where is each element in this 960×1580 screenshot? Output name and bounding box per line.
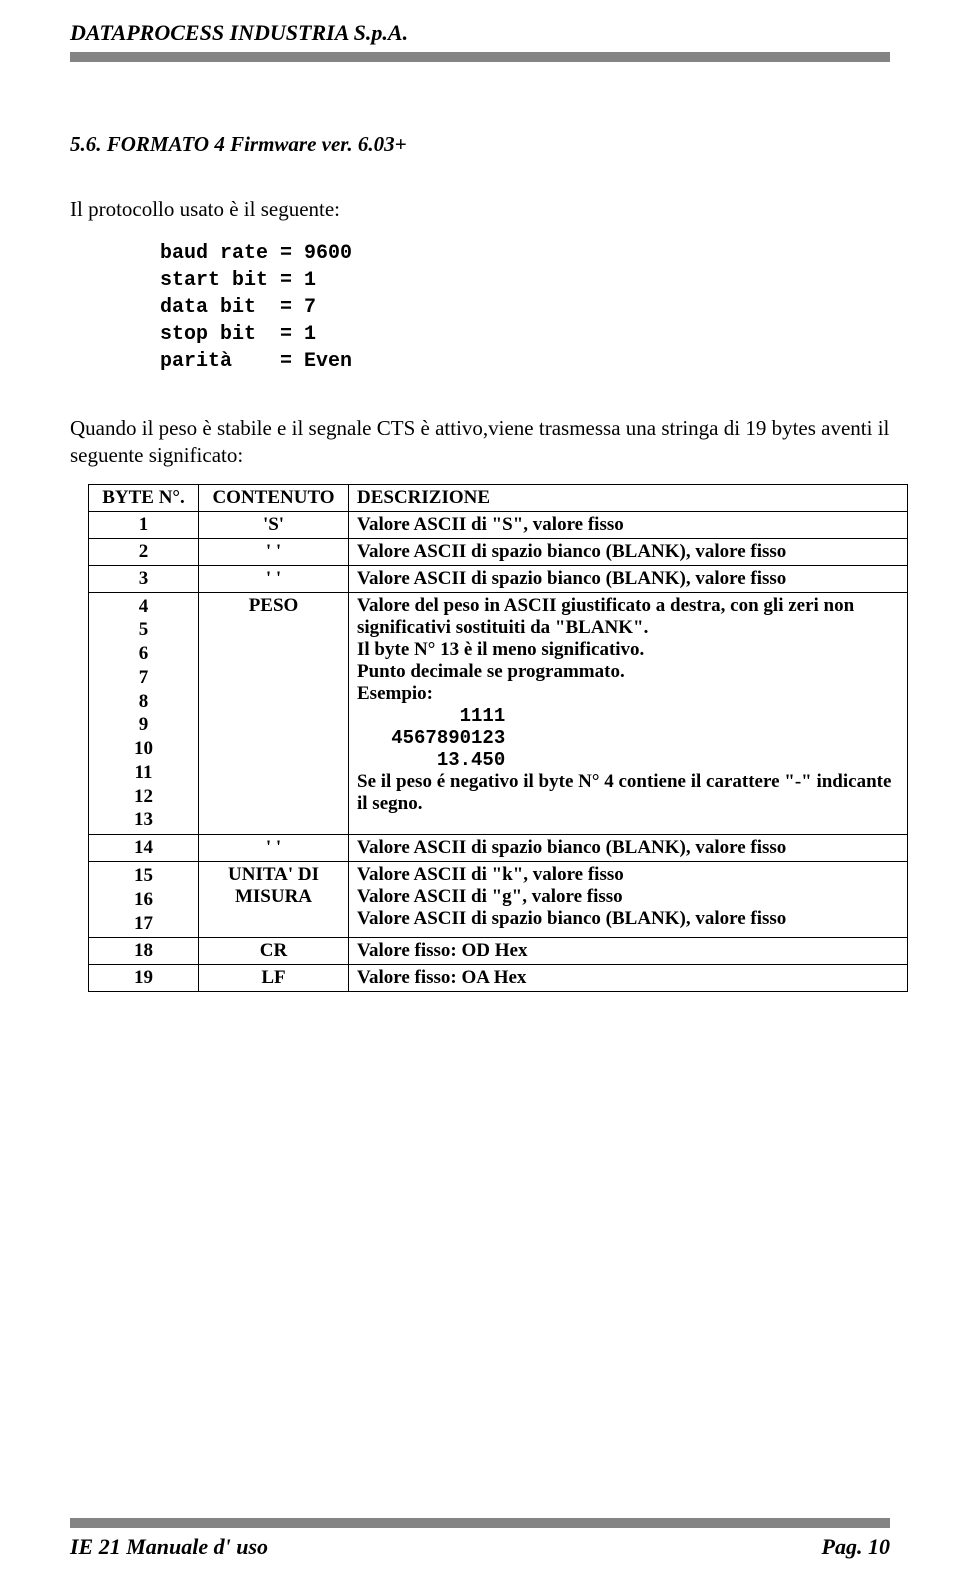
cell-desc: Valore ASCII di spazio bianco (BLANK), v… — [349, 565, 908, 592]
footer: IE 21 Manuale d' uso Pag. 10 — [70, 1518, 890, 1560]
cell-desc: Valore ASCII di "k", valore fisso Valore… — [349, 862, 908, 938]
table-row: 3 ' ' Valore ASCII di spazio bianco (BLA… — [89, 565, 908, 592]
cell-desc: Valore fisso: OD Hex — [349, 938, 908, 965]
footer-right: Pag. 10 — [822, 1534, 890, 1560]
cell-cont: UNITA' DI MISURA — [199, 862, 349, 938]
peso-mono-2: 4567890123 — [357, 727, 505, 749]
cell-byte: 19 — [89, 965, 199, 992]
cell-desc: Valore fisso: OA Hex — [349, 965, 908, 992]
peso-desc-c: Punto decimale se programmato. — [357, 661, 625, 682]
unita-d3: Valore ASCII di spazio bianco (BLANK), v… — [357, 908, 786, 929]
table-row: 2 ' ' Valore ASCII di spazio bianco (BLA… — [89, 538, 908, 565]
cell-cont: ' ' — [199, 565, 349, 592]
peso-desc-b: Il byte N° 13 è il meno significativo. — [357, 639, 644, 660]
header-contenuto: CONTENUTO — [199, 484, 349, 511]
cell-cont: CR — [199, 938, 349, 965]
section-heading: 5.6. FORMATO 4 Firmware ver. 6.03+ — [70, 132, 890, 157]
cell-cont: ' ' — [199, 538, 349, 565]
cell-cont: 'S' — [199, 511, 349, 538]
table-row-peso: 4 5 6 7 8 9 10 11 12 13 PESO Valore del … — [89, 592, 908, 835]
header-byte: BYTE N°. — [89, 484, 199, 511]
cell-byte: 2 — [89, 538, 199, 565]
peso-desc-a: Valore del peso in ASCII giustificato a … — [357, 595, 854, 638]
peso-mono-3: 13.450 — [357, 749, 505, 771]
header-rule — [70, 52, 890, 62]
peso-desc-d: Esempio: — [357, 683, 433, 704]
footer-line: IE 21 Manuale d' uso Pag. 10 — [70, 1534, 890, 1560]
header-company: DATAPROCESS INDUSTRIA S.p.A. — [70, 20, 890, 46]
table-row: 18 CR Valore fisso: OD Hex — [89, 938, 908, 965]
cell-byte: 1 — [89, 511, 199, 538]
cell-cont: PESO — [199, 592, 349, 835]
table-row: 14 ' ' Valore ASCII di spazio bianco (BL… — [89, 835, 908, 862]
cell-cont: LF — [199, 965, 349, 992]
intro-paragraph: Il protocollo usato è il seguente: — [70, 197, 890, 222]
cell-byte: 4 5 6 7 8 9 10 11 12 13 — [89, 592, 199, 835]
body-paragraph: Quando il peso è stabile e il segnale CT… — [70, 415, 890, 470]
table-row: 1 'S' Valore ASCII di "S", valore fisso — [89, 511, 908, 538]
cell-desc: Valore ASCII di spazio bianco (BLANK), v… — [349, 538, 908, 565]
cell-desc: Valore ASCII di "S", valore fisso — [349, 511, 908, 538]
unita-d2: Valore ASCII di "g", valore fisso — [357, 886, 623, 907]
peso-desc-e: Se il peso é negativo il byte N° 4 conti… — [357, 771, 891, 814]
cell-byte: 3 — [89, 565, 199, 592]
footer-left: IE 21 Manuale d' uso — [70, 1534, 268, 1560]
header-descrizione: DESCRIZIONE — [349, 484, 908, 511]
table-header-row: BYTE N°. CONTENUTO DESCRIZIONE — [89, 484, 908, 511]
cell-byte: 18 — [89, 938, 199, 965]
byte-table: BYTE N°. CONTENUTO DESCRIZIONE 1 'S' Val… — [88, 484, 908, 993]
table-row: 19 LF Valore fisso: OA Hex — [89, 965, 908, 992]
cell-desc: Valore ASCII di spazio bianco (BLANK), v… — [349, 835, 908, 862]
table-row-unita: 15 16 17 UNITA' DI MISURA Valore ASCII d… — [89, 862, 908, 938]
cell-byte: 15 16 17 — [89, 862, 199, 938]
cell-desc: Valore del peso in ASCII giustificato a … — [349, 592, 908, 835]
protocol-params: baud rate = 9600 start bit = 1 data bit … — [160, 240, 890, 375]
peso-mono-1: 1111 — [357, 705, 505, 727]
cell-byte: 14 — [89, 835, 199, 862]
cell-cont: ' ' — [199, 835, 349, 862]
footer-rule — [70, 1518, 890, 1528]
unita-d1: Valore ASCII di "k", valore fisso — [357, 864, 624, 885]
